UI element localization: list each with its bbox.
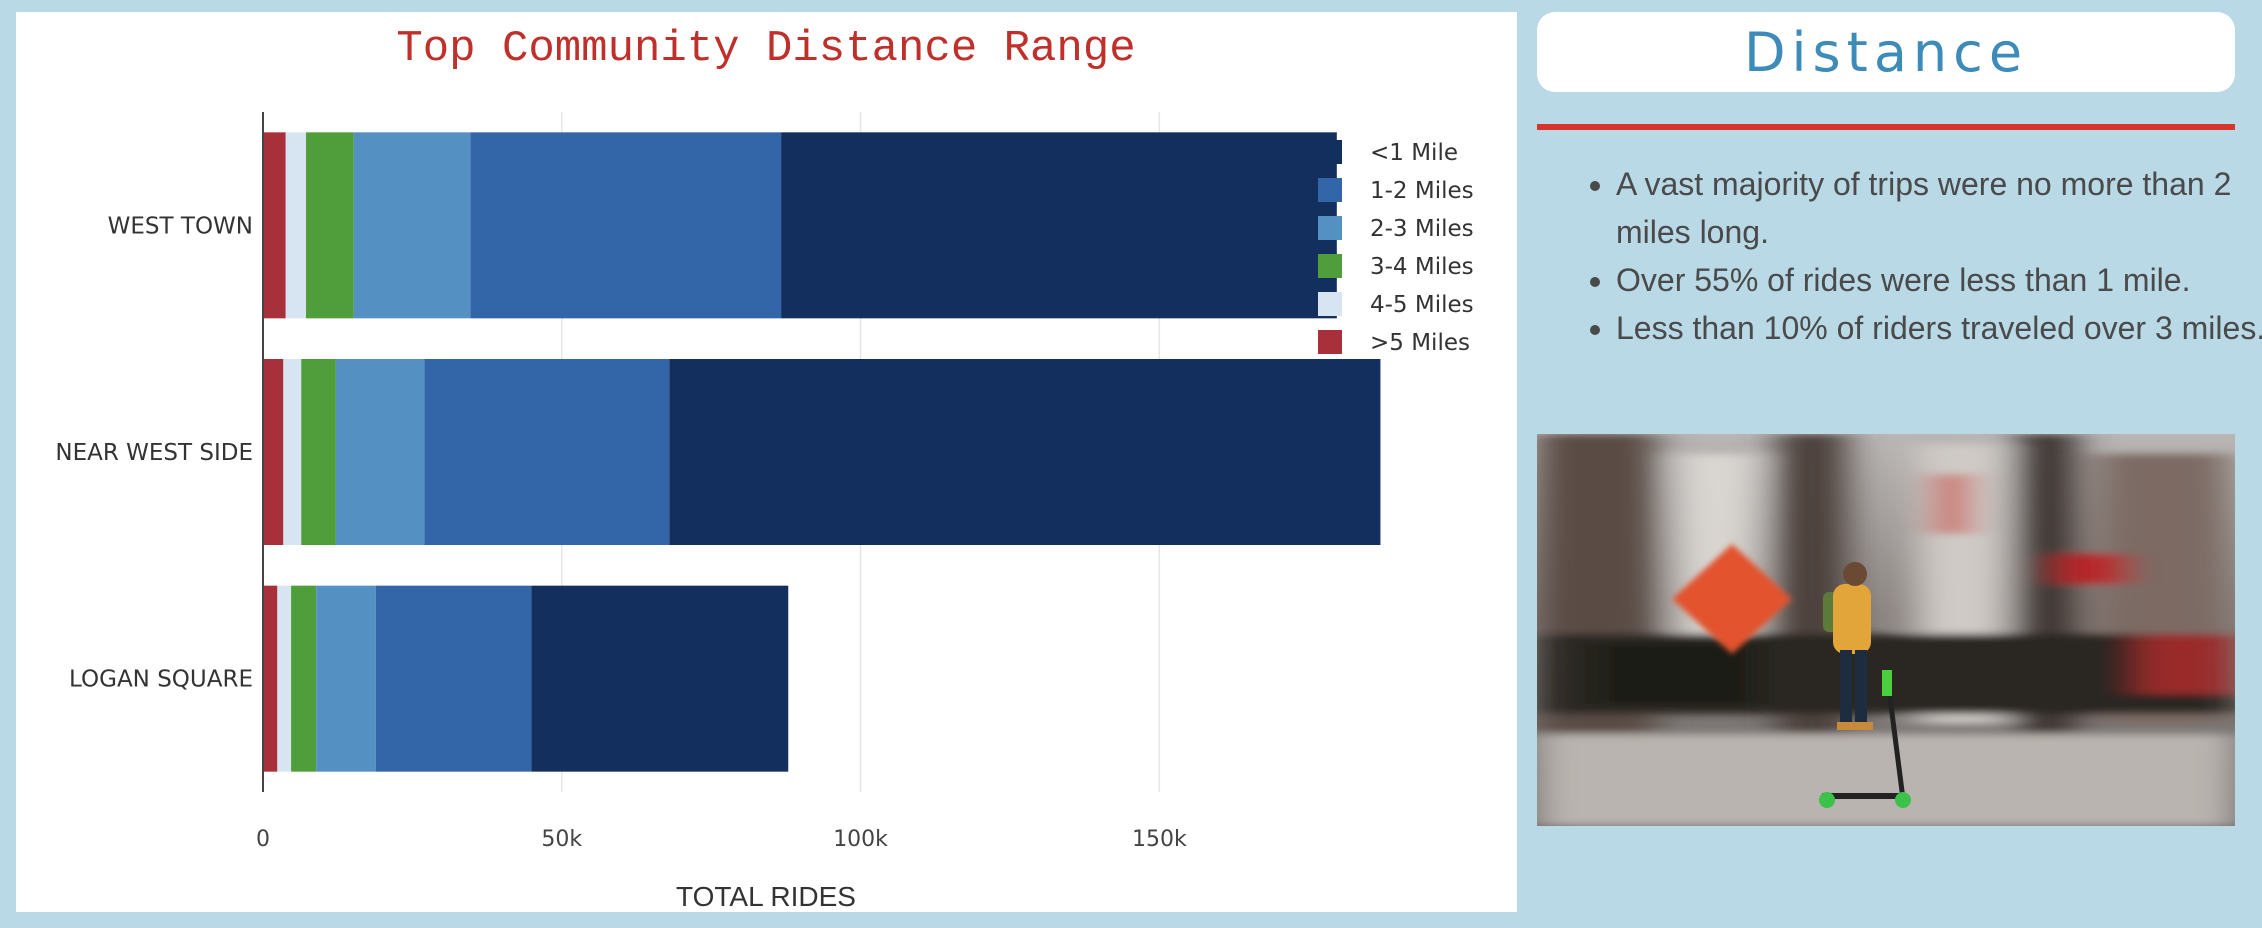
- bar-segment[interactable]: [470, 132, 782, 319]
- legend-swatch[interactable]: [1318, 292, 1342, 316]
- category-labels: WEST TOWN NEAR WEST SIDE LOGAN SQUARE: [55, 213, 253, 692]
- x-tick-label: 150k: [1132, 827, 1187, 852]
- bar-segment[interactable]: [263, 359, 284, 545]
- x-tick-label: 50k: [541, 827, 582, 852]
- legend-swatch[interactable]: [1318, 140, 1342, 164]
- red-divider: [1537, 124, 2235, 130]
- bar-segment[interactable]: [263, 132, 286, 319]
- legend-swatch[interactable]: [1318, 330, 1342, 354]
- x-axis-label: TOTAL RIDES: [676, 881, 856, 912]
- legend-label[interactable]: 3-4 Miles: [1370, 254, 1474, 280]
- bar-segment[interactable]: [353, 132, 471, 319]
- bar-segment[interactable]: [277, 585, 292, 772]
- bar-segment[interactable]: [283, 359, 302, 545]
- bar-segment[interactable]: [781, 132, 1337, 319]
- category-label: LOGAN SQUARE: [69, 667, 253, 693]
- bar-segment[interactable]: [669, 359, 1381, 545]
- bar-segment[interactable]: [375, 585, 532, 772]
- bar-segment[interactable]: [306, 132, 354, 319]
- legend-swatch[interactable]: [1318, 178, 1342, 202]
- legend[interactable]: <1 Mile 1-2 Miles 2-3 Miles 3-4 Miles 4-5 Mi…: [1318, 140, 1474, 356]
- chart-title: Top Community Distance Range: [396, 24, 1135, 74]
- rider-figure: [1819, 562, 1911, 808]
- note-item: A vast majority of trips were no more th…: [1616, 160, 2262, 256]
- legend-label[interactable]: 4-5 Miles: [1370, 292, 1474, 318]
- bar-segment[interactable]: [301, 359, 336, 545]
- legend-label[interactable]: <1 Mile: [1370, 140, 1458, 166]
- bar-segment[interactable]: [424, 359, 670, 545]
- category-label: NEAR WEST SIDE: [55, 440, 253, 466]
- category-label: WEST TOWN: [108, 213, 253, 239]
- distance-title: Distance: [1743, 20, 2029, 84]
- distance-header: Distance: [1537, 12, 2235, 92]
- note-item: Less than 10% of riders traveled over 3 …: [1616, 304, 2262, 352]
- bars-layer: [263, 132, 1381, 772]
- bar-segment[interactable]: [263, 585, 278, 772]
- legend-swatch[interactable]: [1318, 216, 1342, 240]
- scooter-rider-photo: [1537, 434, 2235, 826]
- x-tick-label: 0: [256, 827, 270, 852]
- legend-label[interactable]: 2-3 Miles: [1370, 216, 1474, 242]
- legend-swatch[interactable]: [1318, 254, 1342, 278]
- x-tick-label: 100k: [833, 827, 888, 852]
- bar-segment[interactable]: [291, 585, 317, 772]
- bar-segment[interactable]: [531, 585, 789, 772]
- bar-segment[interactable]: [316, 585, 376, 772]
- legend-label[interactable]: 1-2 Miles: [1370, 178, 1474, 204]
- legend-label[interactable]: >5 Miles: [1370, 330, 1470, 356]
- bar-segment[interactable]: [285, 132, 307, 319]
- x-tick-labels: 0 50k 100k 150k: [256, 827, 1187, 852]
- distance-notes: A vast majority of trips were no more th…: [1568, 160, 2262, 352]
- note-item: Over 55% of rides were less than 1 mile.: [1616, 256, 2262, 304]
- chart-panel: WEST TOWN NEAR WEST SIDE LOGAN SQUARE 0 50k…: [16, 12, 1517, 912]
- bar-segment[interactable]: [335, 359, 425, 545]
- stacked-bar-chart: WEST TOWN NEAR WEST SIDE LOGAN SQUARE 0 50k…: [55, 24, 1474, 912]
